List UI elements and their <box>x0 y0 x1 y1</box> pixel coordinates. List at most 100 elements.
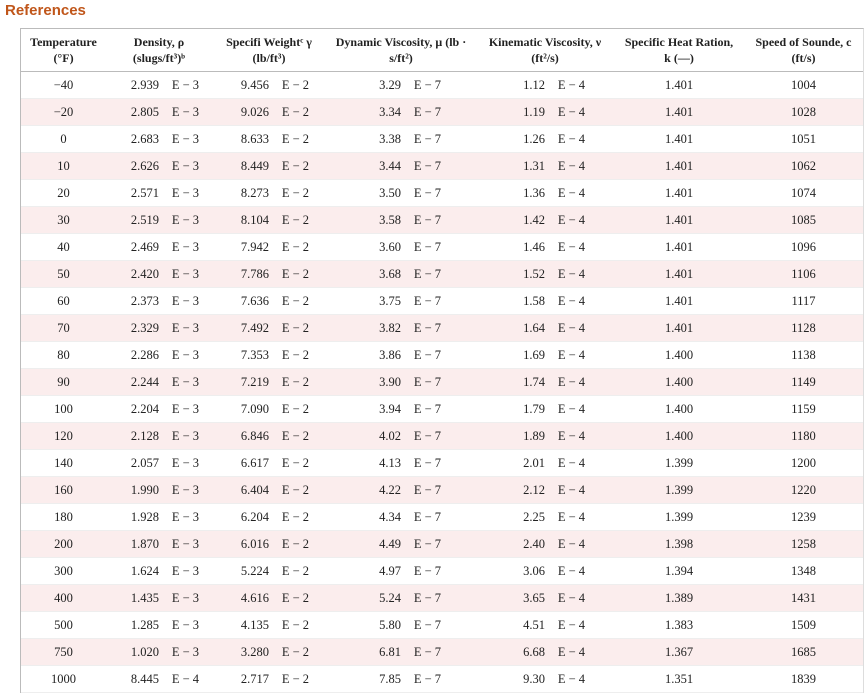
value-cell: 4.13 E − 7 <box>326 449 476 477</box>
column-header: Speed of Sounde, c (ft/s) <box>744 29 863 72</box>
temperature-cell: 80 <box>21 341 106 369</box>
exponent: E − 4 <box>557 644 585 659</box>
header-row: Temperature (°F) Density, ρ (slugs/ft³)ᵇ Spe… <box>21 29 863 72</box>
value-cell: 8.449 E − 2 <box>212 152 326 180</box>
value-cell: 1.26 E − 4 <box>476 125 614 153</box>
value-cell: 3.82 E − 7 <box>326 314 476 342</box>
mantissa: 4.34 <box>379 509 401 524</box>
exponent: E − 7 <box>413 320 441 335</box>
header-line: Speed of Sounde, c <box>755 35 852 49</box>
sound-speed-cell: 1239 <box>744 503 863 531</box>
temperature-cell: 0 <box>21 125 106 153</box>
exponent: E − 2 <box>281 455 309 470</box>
value-cell: 3.38 E − 7 <box>326 125 476 153</box>
mantissa: 2.128 <box>130 428 159 443</box>
header-line: (ft/s) <box>791 51 816 65</box>
exponent: E − 3 <box>171 77 199 92</box>
table-row: 80 2.286 E − 3 7.353 E − 2 3.86 E − 7 1.69 E − 4… <box>21 341 863 369</box>
exponent: E − 3 <box>171 347 199 362</box>
mantissa: 4.49 <box>379 536 401 551</box>
sound-speed-cell: 1258 <box>744 530 863 558</box>
value-cell: 7.636 E − 2 <box>212 287 326 315</box>
value-cell: 1.31 E − 4 <box>476 152 614 180</box>
exponent: E − 2 <box>281 644 309 659</box>
mantissa: 7.636 <box>240 293 269 308</box>
sound-speed-cell: 1180 <box>744 422 863 450</box>
sound-speed-cell: 1149 <box>744 368 863 396</box>
mantissa: 9.30 <box>523 671 545 686</box>
value-cell: 7.353 E − 2 <box>212 341 326 369</box>
value-cell: 3.60 E − 7 <box>326 233 476 261</box>
mantissa: 1.31 <box>523 158 545 173</box>
temperature-cell: 400 <box>21 584 106 612</box>
mantissa: 2.939 <box>130 77 159 92</box>
exponent: E − 4 <box>557 266 585 281</box>
table-frame: Temperature (°F) Density, ρ (slugs/ft³)ᵇ Spe… <box>20 28 864 693</box>
value-cell: 3.44 E − 7 <box>326 152 476 180</box>
mantissa: 3.75 <box>379 293 401 308</box>
table-row: 10 2.626 E − 3 8.449 E − 2 3.44 E − 7 1.31 E − 4… <box>21 152 863 180</box>
exponent: E − 3 <box>171 617 199 632</box>
mantissa: 4.135 <box>240 617 269 632</box>
table-row: 70 2.329 E − 3 7.492 E − 2 3.82 E − 7 1.64 E − 4… <box>21 314 863 342</box>
mantissa: 3.86 <box>379 347 401 362</box>
page-title: References <box>5 2 86 19</box>
exponent: E − 7 <box>413 239 441 254</box>
exponent: E − 4 <box>557 77 585 92</box>
column-header: Specifi Weightᶜ γ (lb/ft³) <box>212 29 326 72</box>
heat-ratio-cell: 1.401 <box>614 260 744 288</box>
value-cell: 1.64 E − 4 <box>476 314 614 342</box>
mantissa: 6.81 <box>379 644 401 659</box>
mantissa: 1.285 <box>130 617 159 632</box>
mantissa: 1.64 <box>523 320 545 335</box>
value-cell: 2.939 E − 3 <box>106 71 212 99</box>
value-cell: 5.224 E − 2 <box>212 557 326 585</box>
mantissa: 3.38 <box>379 131 401 146</box>
value-cell: 2.420 E − 3 <box>106 260 212 288</box>
exponent: E − 2 <box>281 104 309 119</box>
mantissa: 1.435 <box>130 590 159 605</box>
table-row: 200 1.870 E − 3 6.016 E − 2 4.49 E − 7 2.40 E − … <box>21 530 863 558</box>
mantissa: 2.329 <box>130 320 159 335</box>
table-body: −40 2.939 E − 3 9.456 E − 2 3.29 E − 7 1.12 E − … <box>21 71 863 693</box>
exponent: E − 4 <box>557 428 585 443</box>
mantissa: 1.46 <box>523 239 545 254</box>
temperature-cell: 180 <box>21 503 106 531</box>
mantissa: 3.82 <box>379 320 401 335</box>
value-cell: 3.58 E − 7 <box>326 206 476 234</box>
mantissa: 4.13 <box>379 455 401 470</box>
value-cell: 2.717 E − 2 <box>212 665 326 693</box>
exponent: E − 4 <box>557 320 585 335</box>
exponent: E − 4 <box>557 158 585 173</box>
heat-ratio-cell: 1.401 <box>614 233 744 261</box>
exponent: E − 4 <box>557 563 585 578</box>
mantissa: 2.12 <box>523 482 545 497</box>
header-line: s/ft²) <box>389 51 413 65</box>
header-line: (slugs/ft³)ᵇ <box>132 51 186 65</box>
heat-ratio-cell: 1.400 <box>614 341 744 369</box>
mantissa: 4.51 <box>523 617 545 632</box>
exponent: E − 2 <box>281 131 309 146</box>
exponent: E − 4 <box>557 293 585 308</box>
value-cell: 1.285 E − 3 <box>106 611 212 639</box>
mantissa: 9.026 <box>240 104 269 119</box>
temperature-cell: −40 <box>21 71 106 99</box>
exponent: E − 2 <box>281 347 309 362</box>
exponent: E − 2 <box>281 212 309 227</box>
exponent: E − 2 <box>281 428 309 443</box>
sound-speed-cell: 1509 <box>744 611 863 639</box>
value-cell: 9.026 E − 2 <box>212 98 326 126</box>
mantissa: 2.469 <box>130 239 159 254</box>
heat-ratio-cell: 1.401 <box>614 206 744 234</box>
exponent: E − 3 <box>171 536 199 551</box>
header-line: Specifi Weightᶜ γ <box>226 35 312 49</box>
sound-speed-cell: 1839 <box>744 665 863 693</box>
heat-ratio-cell: 1.351 <box>614 665 744 693</box>
exponent: E − 3 <box>171 509 199 524</box>
value-cell: 6.846 E − 2 <box>212 422 326 450</box>
mantissa: 9.456 <box>240 77 269 92</box>
value-cell: 2.128 E − 3 <box>106 422 212 450</box>
exponent: E − 4 <box>557 617 585 632</box>
exponent: E − 4 <box>557 455 585 470</box>
value-cell: 4.51 E − 4 <box>476 611 614 639</box>
